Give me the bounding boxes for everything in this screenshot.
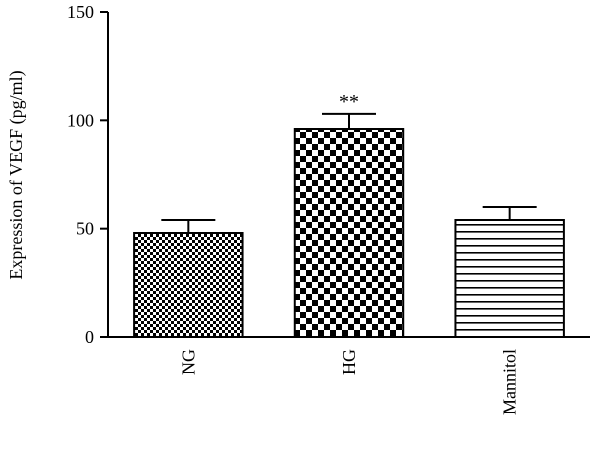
bars: ** xyxy=(133,91,565,338)
x-category-label: HG xyxy=(339,349,359,375)
bar-ng xyxy=(134,233,243,337)
x-category-label: Mannitol xyxy=(500,349,520,415)
bar-mannitol xyxy=(455,220,564,337)
y-tick-label: 150 xyxy=(67,2,94,22)
significance-marker: ** xyxy=(339,91,359,113)
y-tick-label: 50 xyxy=(76,219,94,239)
bar-hg xyxy=(294,129,404,337)
x-axis-category-labels: NG HG Mannitol xyxy=(178,349,519,415)
y-axis-label-text: Expression of VEGF (pg/ml) xyxy=(6,70,27,279)
x-category-label: NG xyxy=(178,349,198,375)
y-tick-label: 0 xyxy=(85,327,94,347)
y-tick-label: 100 xyxy=(67,110,94,130)
y-axis-label: Expression of VEGF (pg/ml) xyxy=(6,70,27,279)
y-axis-ticks: 0 50 100 150 xyxy=(67,2,108,347)
